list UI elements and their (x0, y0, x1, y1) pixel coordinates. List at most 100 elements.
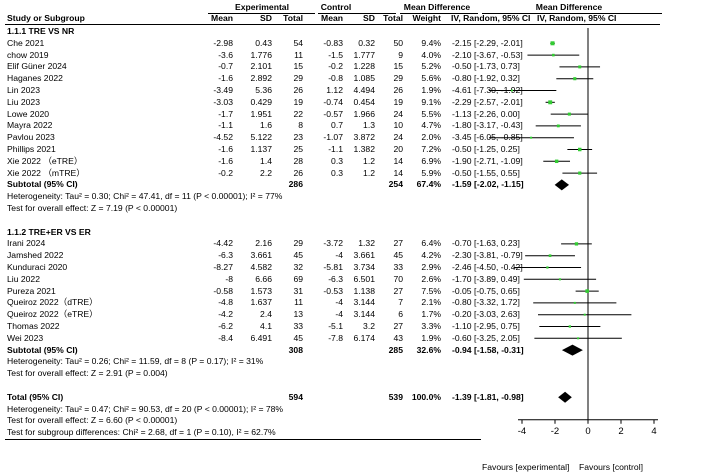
x-tick-label: -4 (518, 426, 526, 437)
subtotal-ci: -0.94 [-1.58, -0.31] (452, 344, 524, 355)
study-e-sd: 1.137 (250, 144, 272, 154)
header-e-total: Total (283, 13, 303, 23)
study-ci: -1.13 [-2.26, 0.00] (452, 108, 520, 119)
study-c-sd: 0.454 (353, 96, 375, 107)
study-name: Lin 2023 (7, 85, 40, 95)
study-c-mean: -4 (335, 250, 343, 261)
study-c-mean: -1.1 (328, 144, 343, 154)
x-tick-label: 4 (651, 426, 656, 437)
study-ci: -2.29 [-2.57, -2.01] (452, 96, 523, 107)
study-e-total: 8 (298, 120, 303, 131)
subgroup-heterogeneity: Heterogeneity: Tau² = 0.26; Chi² = 11.59… (7, 356, 264, 367)
pooled-diamond (558, 391, 572, 403)
point-estimate-marker (578, 147, 582, 152)
point-estimate-marker (552, 53, 555, 57)
point-estimate-marker (573, 301, 576, 304)
study-c-total: 24 (393, 132, 403, 143)
study-e-total: 25 (293, 144, 303, 154)
subgroup-heterogeneity: Heterogeneity: Tau² = 0.30; Chi² = 47.41… (7, 191, 283, 202)
study-e-total: 15 (293, 61, 303, 72)
study-c-total: 15 (393, 61, 403, 72)
study-c-sd: 6.501 (353, 273, 375, 284)
study-ci: -2.10 [-3.67, -0.53] (452, 49, 523, 60)
study-e-total: 22 (293, 108, 303, 119)
study-c-sd: 1.32 (358, 238, 375, 249)
study-c-sd: 1.138 (353, 285, 375, 296)
study-c-mean: -0.57 (323, 108, 343, 119)
study-c-mean: -0.83 (323, 37, 343, 48)
study-ci: -0.60 [-3.25, 2.05] (452, 332, 520, 343)
study-e-mean: -0.2 (218, 167, 233, 178)
point-estimate-marker (546, 266, 549, 269)
study-c-total: 14 (393, 167, 403, 178)
point-estimate-marker (510, 89, 513, 92)
study-c-sd: 1.966 (353, 108, 375, 119)
study-c-total: 70 (393, 273, 403, 284)
study-e-mean: -1.6 (218, 155, 233, 166)
study-c-total: 10 (393, 120, 403, 131)
study-name: Queiroz 2022（dTRE） (7, 297, 98, 308)
study-e-total: 54 (293, 37, 303, 48)
axis-label-right: Favours [control] (579, 462, 643, 472)
study-e-total: 26 (293, 167, 303, 178)
study-e-sd: 1.776 (250, 49, 272, 60)
study-e-sd: 2.16 (255, 238, 272, 249)
study-name: Xie 2022 （eTRE） (7, 155, 83, 166)
header-underline-md-left (400, 13, 478, 14)
study-weight: 7.2% (421, 144, 441, 154)
study-name: Pureza 2021 (7, 285, 56, 296)
study-weight: 3.3% (421, 321, 441, 331)
header-underline-control (318, 13, 396, 14)
study-ci: -2.15 [-2.29, -2.01] (452, 37, 523, 48)
point-estimate-marker (530, 136, 533, 139)
study-name: Elif Güner 2024 (7, 61, 67, 72)
total-weight: 100.0% (411, 391, 441, 402)
study-e-sd: 5.36 (255, 85, 272, 95)
study-e-total: 26 (293, 85, 303, 95)
study-ci: -0.80 [-1.92, 0.32] (452, 73, 520, 84)
study-name: Liu 2023 (7, 96, 40, 107)
study-ci: -1.80 [-3.17, -0.43] (452, 120, 523, 131)
study-c-sd: 1.3 (363, 120, 375, 131)
study-ci: -2.46 [-4.50, -0.42] (452, 262, 523, 272)
study-e-mean: -4.8 (218, 297, 233, 308)
study-c-mean: -6.3 (328, 273, 343, 284)
study-weight: 1.9% (421, 332, 441, 343)
study-e-mean: -1.1 (218, 120, 233, 131)
header-c-total: Total (383, 13, 403, 23)
study-e-mean: -2.98 (213, 37, 233, 48)
study-c-total: 9 (398, 49, 403, 60)
study-e-total: 28 (293, 155, 303, 166)
study-name: Liu 2022 (7, 273, 40, 284)
study-e-sd: 2.2 (260, 167, 272, 178)
study-ci: -0.20 [-3.03, 2.63] (452, 309, 520, 320)
total-ci: -1.39 [-1.81, -0.98] (452, 391, 524, 402)
study-e-mean: -8.4 (218, 332, 233, 343)
study-c-mean: -7.8 (328, 332, 343, 343)
study-c-sd: 1.777 (353, 49, 375, 60)
study-e-mean: -4.42 (213, 238, 233, 249)
header-control: Control (320, 2, 352, 12)
study-weight: 1.7% (421, 309, 441, 320)
total-heterogeneity: Heterogeneity: Tau² = 0.47; Chi² = 90.53… (7, 403, 284, 414)
study-c-sd: 3.872 (353, 132, 375, 143)
study-c-mean: 0.3 (331, 167, 343, 178)
study-e-mean: -8 (225, 273, 233, 284)
study-ci: -3.45 [-6.05, -0.85] (452, 132, 523, 143)
study-weight: 5.2% (421, 61, 441, 72)
header-study: Study or Subgroup (7, 13, 85, 23)
study-ci: -2.30 [-3.81, -0.79] (452, 250, 523, 261)
study-e-sd: 5.122 (250, 132, 272, 143)
subtotal-e-total: 286 (288, 179, 303, 190)
x-tick-label: 2 (618, 426, 623, 437)
header-method-left: IV, Random, 95% CI (451, 13, 531, 23)
study-e-mean: -1.6 (218, 144, 233, 154)
study-ci: -0.50 [-1.55, 0.55] (452, 167, 520, 178)
study-c-mean: -5.81 (323, 262, 343, 272)
study-c-total: 33 (393, 262, 403, 272)
study-ci: -1.10 [-2.95, 0.75] (452, 321, 520, 331)
study-weight: 9.4% (421, 37, 441, 48)
study-c-sd: 0.32 (358, 37, 375, 48)
study-weight: 4.2% (421, 250, 441, 261)
